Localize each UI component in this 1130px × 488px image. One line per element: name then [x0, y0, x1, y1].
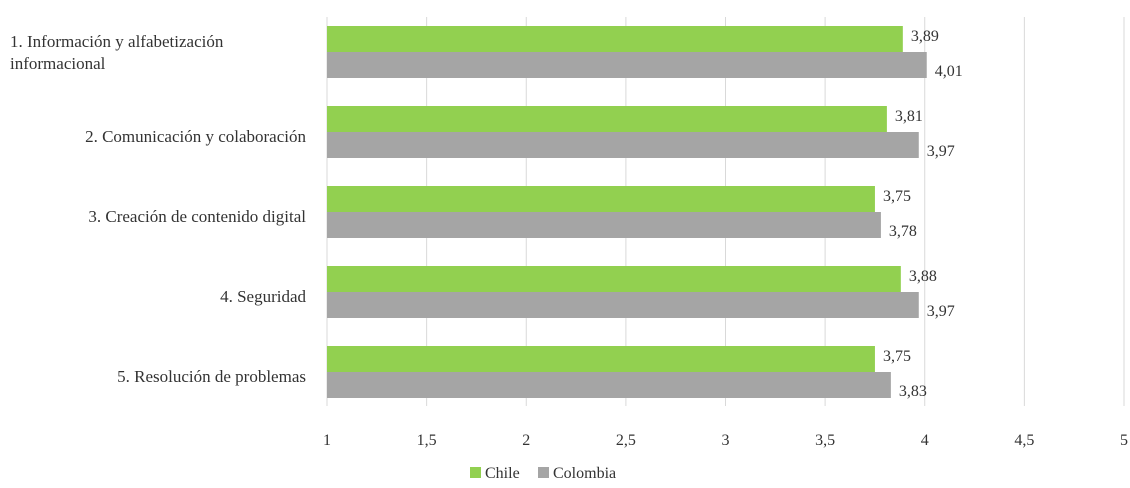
- bar-colombia: [327, 292, 919, 318]
- data-label: 3,78: [889, 223, 917, 240]
- category-label: 4. Seguridad: [220, 287, 306, 306]
- value-labels: 3,89 4,01 3,81 3,97 3,75 3,78 3,88 3,97 3,75 3,83: [883, 28, 963, 400]
- bar-colombia: [327, 132, 919, 158]
- legend: Chile Colombia: [470, 465, 616, 482]
- bar-chile: [327, 266, 901, 292]
- data-label: 3,75: [883, 188, 911, 205]
- bar-chile: [327, 26, 903, 52]
- bar-colombia: [327, 212, 881, 238]
- category-label: 3. Creación de contenido digital: [88, 207, 306, 226]
- bar-chile: [327, 346, 875, 372]
- bar-colombia: [327, 372, 891, 398]
- x-tick-label: 1: [323, 432, 331, 449]
- bar-colombia: [327, 52, 927, 78]
- data-label: 3,97: [927, 303, 955, 320]
- legend-swatch: [470, 467, 481, 478]
- bars: [327, 26, 927, 398]
- bar-chile: [327, 186, 875, 212]
- data-label: 3,83: [899, 383, 927, 400]
- category-label: informacional: [10, 54, 106, 73]
- data-label: 3,75: [883, 348, 911, 365]
- legend-item-colombia: Colombia: [538, 465, 616, 482]
- bar-chile: [327, 106, 887, 132]
- x-tick-label: 4,5: [1014, 432, 1034, 449]
- legend-swatch: [538, 467, 549, 478]
- x-axis-ticks: 1 1,5 2 2,5 3 3,5 4 4,5 5: [323, 432, 1128, 449]
- data-label: 3,89: [911, 28, 939, 45]
- legend-label: Colombia: [553, 465, 616, 482]
- legend-label: Chile: [485, 465, 520, 482]
- legend-item-chile: Chile: [470, 465, 520, 482]
- category-label: 1. Información y alfabetización: [10, 32, 224, 51]
- data-label: 4,01: [935, 63, 963, 80]
- data-label: 3,97: [927, 143, 955, 160]
- x-tick-label: 2: [522, 432, 530, 449]
- category-labels: 1. Información y alfabetización informaci…: [10, 32, 306, 386]
- data-label: 3,81: [895, 108, 923, 125]
- category-label: 5. Resolución de problemas: [117, 367, 306, 386]
- x-tick-label: 3: [722, 432, 730, 449]
- x-tick-label: 1,5: [417, 432, 437, 449]
- x-tick-label: 2,5: [616, 432, 636, 449]
- category-label: 2. Comunicación y colaboración: [85, 127, 306, 146]
- x-tick-label: 5: [1120, 432, 1128, 449]
- data-label: 3,88: [909, 268, 937, 285]
- x-tick-label: 4: [921, 432, 929, 449]
- x-tick-label: 3,5: [815, 432, 835, 449]
